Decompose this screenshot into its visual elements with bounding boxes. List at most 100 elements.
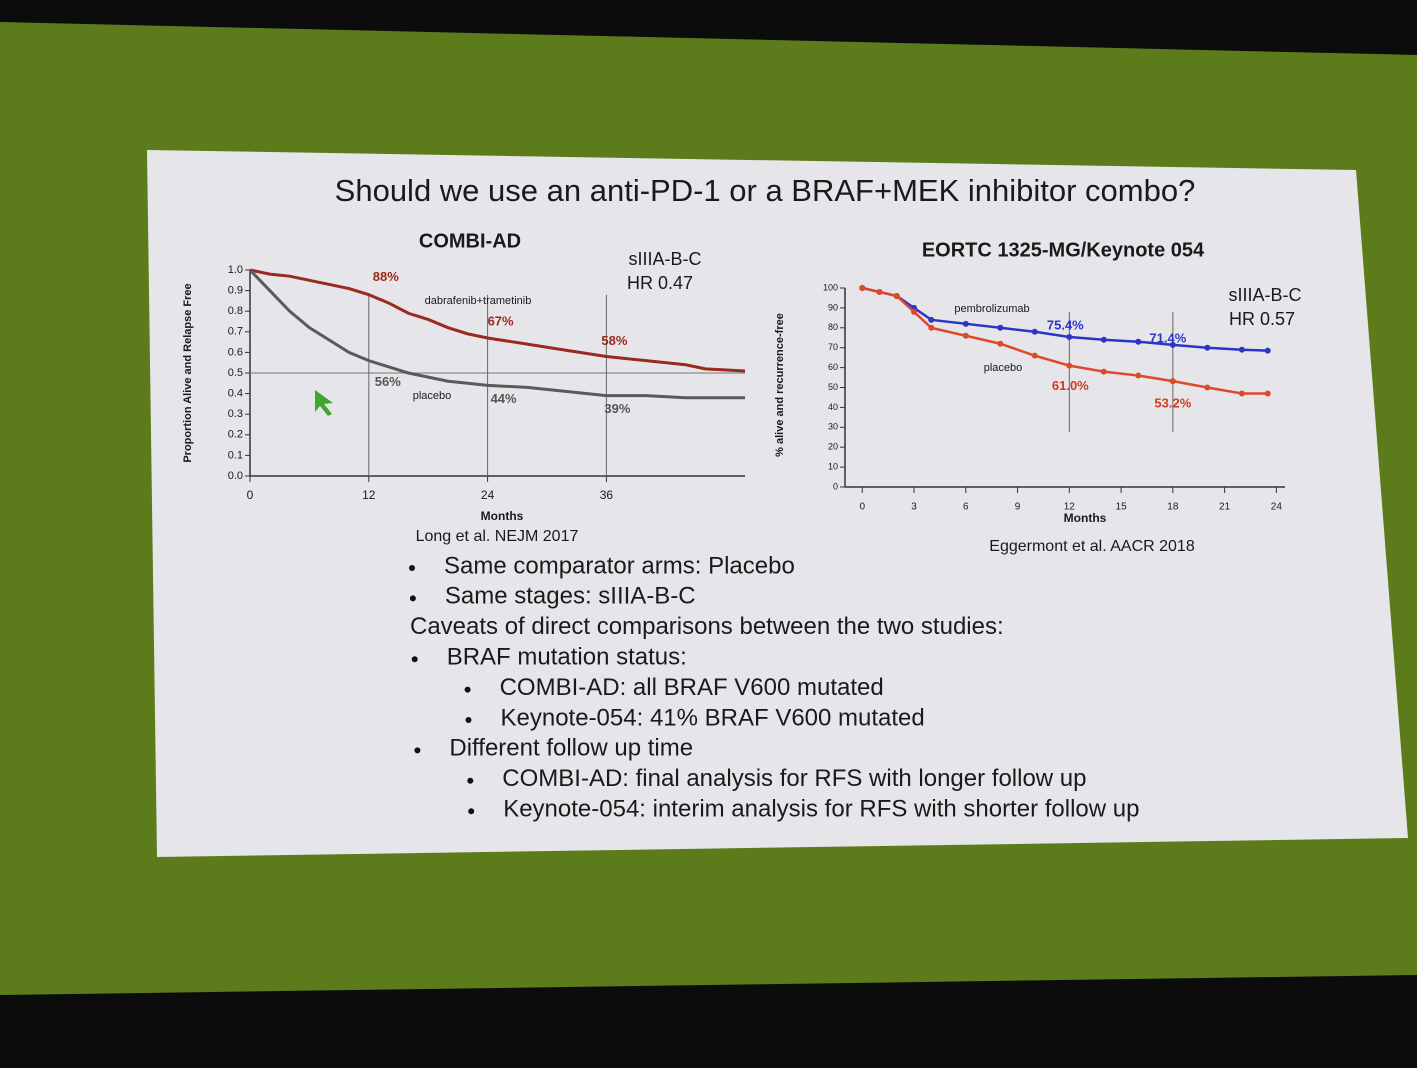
x-tick-label: 0 [247, 488, 254, 502]
y-axis-label: % alive and recurrence-free [774, 313, 786, 457]
y-tick-label: 20 [828, 442, 838, 452]
y-tick-label: 0 [833, 481, 838, 491]
bullet-dot [411, 656, 418, 663]
data-point [1238, 346, 1245, 353]
data-point [1135, 338, 1142, 345]
x-tick-label: 24 [481, 488, 495, 502]
x-tick-label: 6 [963, 502, 969, 513]
y-tick-label: 80 [828, 322, 838, 332]
data-point [911, 308, 918, 315]
y-tick-label: 70 [828, 342, 838, 352]
y-tick-label: 0.5 [228, 367, 243, 379]
bullet-dot [409, 565, 415, 571]
y-tick-label: 100 [823, 282, 838, 292]
x-tick-label: 12 [1064, 502, 1076, 513]
y-tick-label: 0.6 [228, 346, 243, 358]
chart-title: COMBI-AD [419, 230, 521, 252]
annotation: 71.4% [1149, 330, 1186, 345]
y-tick-label: 60 [828, 362, 838, 372]
annotation: 75.4% [1047, 317, 1084, 332]
y-tick-label: 0.4 [228, 388, 243, 400]
data-point [962, 320, 969, 327]
bullet-text: COMBI-AD: final analysis for RFS with lo… [502, 765, 1086, 792]
bullet-dot [464, 686, 471, 693]
series-label: placebo [984, 362, 1023, 374]
cursor [315, 390, 333, 416]
data-point [962, 332, 969, 339]
y-tick-label: 0.7 [228, 326, 243, 338]
bullet-dot [409, 595, 416, 602]
y-tick-label: 50 [828, 382, 838, 392]
bullet-text: COMBI-AD: all BRAF V600 mutated [500, 674, 884, 701]
bullet-dot [465, 717, 472, 723]
chart-source: Long et al. NEJM 2017 [416, 528, 579, 545]
data-point [1100, 368, 1107, 375]
y-tick-label: 1.0 [228, 264, 243, 276]
data-point [1204, 344, 1211, 351]
y-tick-label: 40 [828, 402, 838, 412]
data-point [997, 324, 1004, 331]
bullet-text: Caveats of direct comparisons between th… [410, 613, 1004, 640]
x-tick-label: 36 [600, 488, 614, 502]
annotation: 56% [375, 374, 401, 389]
annotation: 53.2% [1154, 396, 1191, 411]
series-line [248, 268, 745, 400]
bullet-dot [468, 808, 475, 815]
x-tick-label: 12 [362, 488, 376, 502]
data-point [893, 292, 900, 299]
data-point [1031, 352, 1038, 359]
x-tick-label: 21 [1219, 502, 1231, 513]
annotation: 39% [604, 401, 630, 416]
chart-note: HR 0.47 [627, 273, 693, 293]
series-label: pembrolizumab [954, 303, 1029, 315]
y-tick-label: 90 [828, 302, 838, 312]
data-point [928, 316, 935, 323]
data-point [1100, 336, 1107, 343]
y-tick-label: 0.8 [228, 305, 243, 317]
slide [147, 150, 1408, 857]
data-point [1169, 341, 1176, 348]
y-tick-label: 10 [828, 461, 838, 471]
data-point [1238, 390, 1245, 397]
data-point [1135, 372, 1142, 379]
bullet-text: BRAF mutation status: [447, 644, 687, 671]
series-line [249, 268, 746, 373]
annotation: 88% [373, 269, 399, 284]
data-point [1264, 390, 1271, 397]
data-point [1066, 362, 1073, 369]
x-tick-label: 18 [1167, 502, 1179, 513]
slide-title: Should we use an anti-PD-1 or a BRAF+MEK… [335, 173, 1196, 208]
data-point [876, 288, 883, 295]
y-tick-label: 0.1 [228, 449, 243, 461]
bullet-text: Different follow up time [449, 735, 693, 762]
data-point [1204, 384, 1211, 391]
chart-note: HR 0.57 [1229, 309, 1295, 329]
bullet-text: Keynote-054: 41% BRAF V600 mutated [501, 704, 925, 731]
y-axis-label: Proportion Alive and Relapse Free [182, 283, 194, 462]
x-axis-label: Months [481, 509, 524, 523]
series-label: placebo [413, 390, 452, 402]
data-point [859, 285, 866, 291]
x-tick-label: 15 [1116, 502, 1128, 513]
annotation: 44% [491, 391, 517, 406]
annotation: 67% [488, 313, 514, 328]
y-tick-label: 0.2 [228, 429, 243, 441]
bullet-dot [467, 777, 474, 784]
x-tick-label: 0 [859, 502, 865, 513]
chart-note: sIIIA-B-C [628, 249, 701, 269]
bullet-text: Same comparator arms: Placebo [444, 552, 795, 579]
bullet-text: Same stages: sIIIA-B-C [445, 583, 696, 610]
y-tick-label: 0.0 [228, 470, 243, 482]
series-label: dabrafenib+trametinib [425, 295, 532, 307]
x-tick-label: 9 [1015, 502, 1021, 513]
annotation: 61.0% [1052, 378, 1089, 393]
x-tick-label: 24 [1271, 502, 1283, 513]
annotation: 58% [601, 333, 627, 348]
y-tick-label: 0.3 [228, 408, 243, 420]
data-point [1031, 328, 1038, 335]
data-point [997, 340, 1004, 347]
data-point [1169, 378, 1176, 385]
chart-title: EORTC 1325-MG/Keynote 054 [922, 239, 1205, 261]
